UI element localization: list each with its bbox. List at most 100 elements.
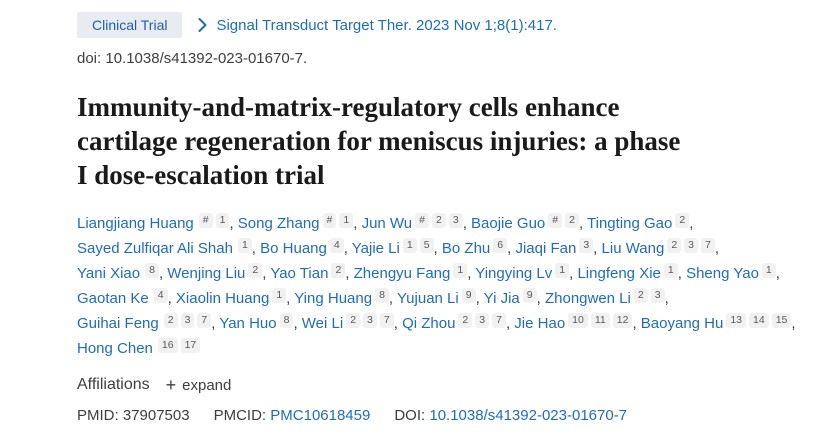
author-link[interactable]: Jun Wu [361,215,413,232]
author-link[interactable]: Yingying Lv [475,265,553,282]
affiliation-superscript: 15 [771,313,792,328]
author-separator: , [293,315,302,332]
equal-contribution-marker: # [322,213,337,228]
journal-citation-link[interactable]: Signal Transduct Target Ther. 2023 Nov 1… [216,16,557,34]
author-link[interactable]: Qi Zhou [402,315,456,332]
author-separator: , [569,265,578,282]
author-separator: , [343,240,352,257]
author-link[interactable]: Tingting Gao [587,215,673,232]
author-link[interactable]: Zhongwen Li [544,290,631,307]
author-link[interactable]: Yao Tian [270,265,329,282]
author-separator: , [475,290,484,307]
author-link[interactable]: Zhengyu Fang [353,265,451,282]
affiliation-superscript: 1 [761,263,776,278]
author-separator: , [229,215,238,232]
author-link[interactable]: Xiaolin Huang [175,290,270,307]
author-separator: , [593,240,602,257]
pmcid-label: PMCID: [213,407,267,424]
author-line: Gaotan Ke 4, Xiaolin Huang 1, Ying Huang 8,… [77,286,810,311]
affiliation-superscript: 4 [153,288,168,303]
affiliation-superscript: 1 [663,263,678,278]
affiliation-superscript: 1 [453,263,468,278]
author-separator: , [507,240,516,257]
author-link[interactable]: Bo Huang [260,240,327,257]
affiliation-superscript: 7 [379,313,394,328]
author-link[interactable]: Song Zhang [237,215,320,232]
author-link[interactable]: Wei Li [301,315,344,332]
authors-list: Liangjiang Huang #1, Song Zhang #1, Jun Wu… [77,211,810,361]
author-link[interactable]: Baojie Guo [471,215,546,232]
affiliation-superscript: 5 [419,238,434,253]
author-line: Liangjiang Huang #1, Song Zhang #1, Jun Wu… [77,211,810,236]
author-link[interactable]: Yi Jia [483,290,520,307]
affiliation-superscript: 3 [448,213,463,228]
doi-link[interactable]: 10.1038/s41392-023-01670-7 [429,407,628,424]
affiliation-superscript: 7 [492,313,506,328]
affiliation-superscript: 8 [145,263,159,278]
author-link[interactable]: Hong Chen [77,340,153,357]
author-link[interactable]: Yajie Li [351,240,400,257]
affiliation-superscript: 1 [402,238,417,253]
author-link[interactable]: Ying Huang [294,290,373,307]
affiliation-superscript: 2 [432,213,446,228]
author-separator: , [211,315,220,332]
author-separator: , [505,315,515,332]
expand-affiliations-button[interactable]: + expand [166,376,232,394]
doi-line: doi: 10.1038/s41392-023-01670-7. [77,50,308,67]
author-link[interactable]: Bo Zhu [441,240,491,257]
affiliation-superscript: 1 [237,238,252,253]
author-link[interactable]: Liu Wang [601,240,665,257]
affiliation-superscript: 1 [339,213,354,228]
author-link[interactable]: Jiaqi Fan [515,240,577,257]
author-link[interactable]: Yan Huo [219,315,277,332]
pmcid-link[interactable]: PMC10618459 [270,407,371,424]
author-link[interactable]: Guihai Feng [77,315,159,332]
author-separator: , [262,265,271,282]
author-separator: , [632,315,641,332]
author-link[interactable]: Jie Hao [514,315,566,332]
author-separator: , [578,215,588,232]
affiliation-superscript: 3 [579,238,594,253]
affiliation-superscript: 2 [331,263,346,278]
author-link[interactable]: Liangjiang Huang [77,215,194,232]
author-separator: , [251,240,261,257]
author-link[interactable]: Baoyang Hu [640,315,724,332]
author-link[interactable]: Yujuan Li [397,290,459,307]
affiliation-superscript: 3 [475,313,490,328]
affiliation-superscript: 9 [522,288,537,303]
author-separator: , [775,265,780,282]
author-link[interactable]: Wenjing Liu [167,265,246,282]
author-separator: , [536,290,545,307]
doi-group: DOI: 10.1038/s41392-023-01670-7 [394,407,627,424]
affiliation-superscript: 2 [565,213,579,228]
article-title-line: I dose-escalation trial [77,160,325,190]
author-separator: , [467,265,476,282]
author-line: Sayed Zulfiqar Ali Shah 1, Bo Huang 4, Yaj… [77,236,810,261]
citation-row: Clinical Trial Signal Transduct Target T… [77,12,810,38]
affiliation-superscript: 2 [163,313,178,328]
affiliation-superscript: 3 [363,313,377,328]
author-separator: , [462,215,472,232]
author-line: Hong Chen 16 17 [77,336,810,361]
affiliation-superscript: 2 [458,313,473,328]
doi-label: DOI: [394,407,426,424]
affiliation-superscript: 4 [329,238,344,253]
author-link[interactable]: Gaotan Ke [77,290,149,307]
author-separator: , [791,315,796,332]
author-link[interactable]: Sayed Zulfiqar Ali Shah [77,240,233,257]
affiliation-superscript: 16 [157,338,178,353]
identifiers-row: PMID: 37907503 PMCID: PMC10618459 DOI: 1… [77,407,810,424]
author-separator: , [353,215,362,232]
author-link[interactable]: Sheng Yao [686,265,759,282]
author-link[interactable]: Lingfeng Xie [577,265,661,282]
affiliation-superscript: 1 [555,263,570,278]
author-line: Guihai Feng 2 3 7, Yan Huo 8, Wei Li 2 3 7, Qi … [77,311,810,336]
author-separator: , [167,290,176,307]
affiliation-superscript: 3 [684,238,699,253]
publication-type-badge[interactable]: Clinical Trial [77,12,183,38]
article-title-line: cartilage regeneration for meniscus inju… [77,126,681,156]
affiliation-superscript: 2 [346,313,361,328]
affiliation-superscript: 9 [461,288,476,303]
affiliation-superscript: 14 [749,313,769,328]
author-link[interactable]: Yani Xiao [77,265,141,282]
